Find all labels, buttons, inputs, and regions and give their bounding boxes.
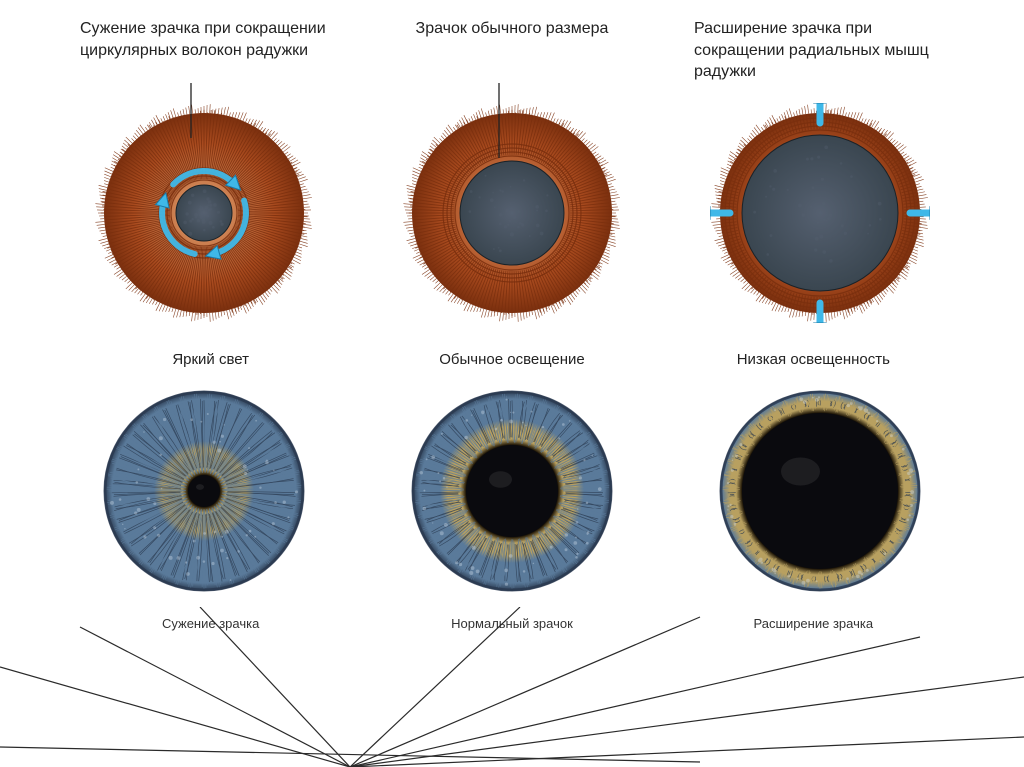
label-pupil-constriction: Сужение зрачка bbox=[86, 616, 336, 631]
lighting-label-row: Яркий свет Обычное освещение Низкая осве… bbox=[0, 333, 1024, 376]
top-label-row: Сужение зрачка при сокращении циркулярны… bbox=[0, 0, 1024, 93]
muscle-iris-dilated bbox=[695, 103, 945, 323]
label-pupil-dilation: Расширение зрачка bbox=[688, 616, 938, 631]
label-dilation: Расширение зрачка при сокращении радиаль… bbox=[684, 18, 944, 83]
realistic-iris-dilated bbox=[695, 386, 945, 596]
muscle-iris-row bbox=[0, 93, 1024, 333]
realistic-iris-normal bbox=[387, 386, 637, 596]
label-bright-light: Яркий свет bbox=[86, 351, 336, 368]
state-label-row: Сужение зрачка Нормальный зрачок Расшире… bbox=[0, 606, 1024, 637]
label-low-light: Низкая освещенность bbox=[688, 351, 938, 368]
muscle-iris-normal bbox=[387, 103, 637, 323]
realistic-iris-constricted bbox=[79, 386, 329, 596]
realistic-iris-row bbox=[0, 376, 1024, 606]
label-normal-light: Обычное освещение bbox=[387, 351, 637, 368]
label-pupil-normal: Нормальный зрачок bbox=[387, 616, 637, 631]
muscle-iris-constricted bbox=[79, 103, 329, 323]
label-normal-pupil: Зрачок обычного размера bbox=[382, 18, 642, 83]
label-constriction: Сужение зрачка при сокращении циркулярны… bbox=[80, 18, 340, 83]
